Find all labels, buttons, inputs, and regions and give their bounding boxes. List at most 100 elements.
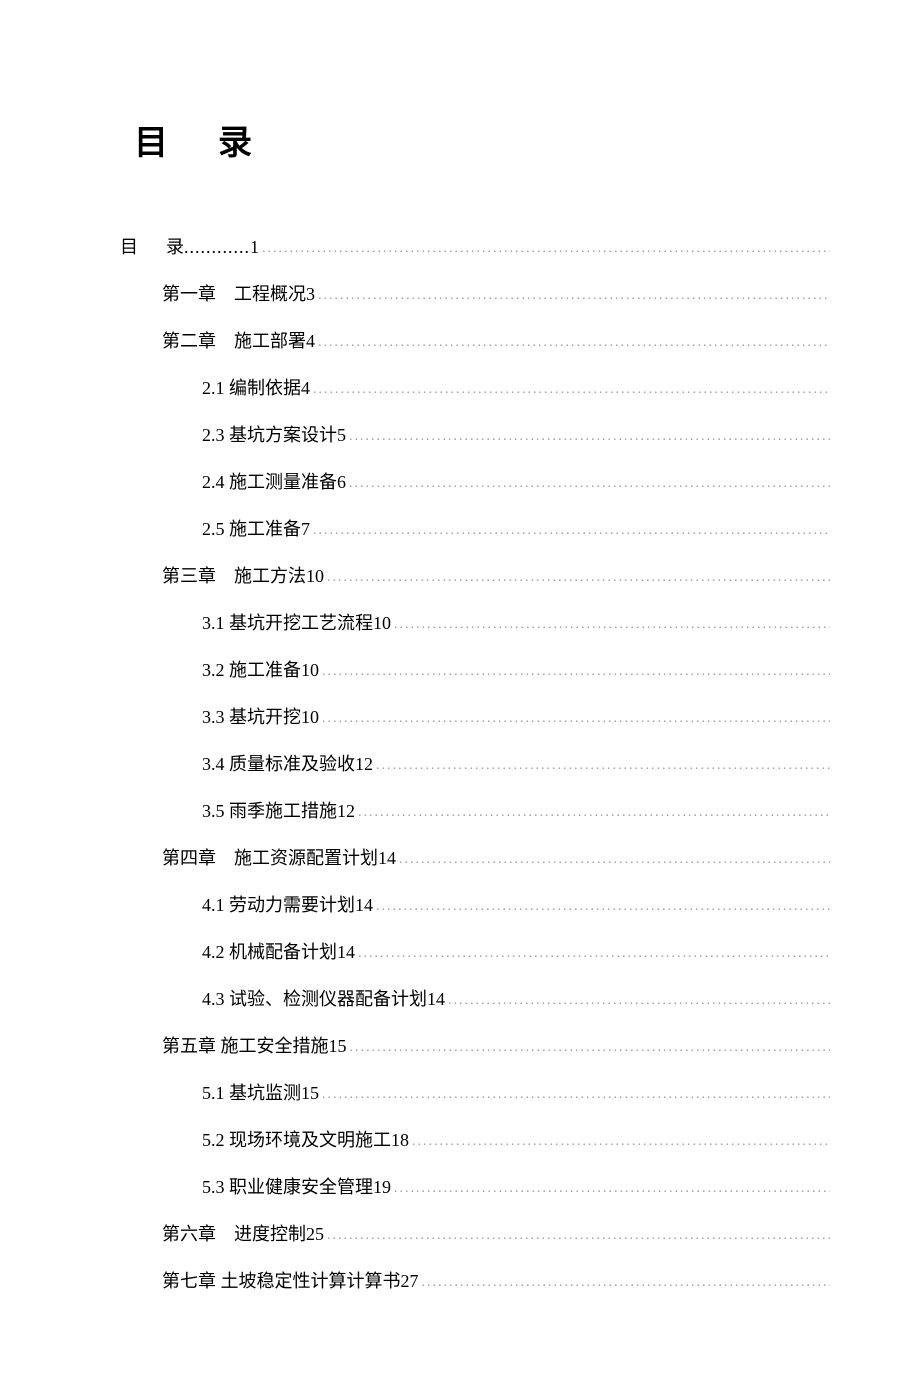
toc-entry-page: 14 xyxy=(427,989,445,1009)
toc-entry-page: 10 xyxy=(301,660,319,680)
title-char-2: 录 xyxy=(218,125,262,162)
toc-leader-dots xyxy=(262,238,830,259)
toc-leader-dots xyxy=(358,802,830,823)
toc-entry-page: 12 xyxy=(337,801,355,821)
toc-entry-text: 5.3 职业健康安全管理19 xyxy=(202,1174,391,1201)
toc-entry: 第二章 施工部署4 xyxy=(162,328,830,355)
toc-entry: 5.1 基坑监测15 xyxy=(202,1080,830,1107)
toc-entry: 3.3 基坑开挖10 xyxy=(202,704,830,731)
toc-entry-text: 2.4 施工测量准备6 xyxy=(202,469,346,496)
toc-entry: 第六章 进度控制25 xyxy=(162,1221,830,1248)
toc-entry-text: 4.1 劳动力需要计划14 xyxy=(202,892,373,919)
toc-entry-text: 3.1 基坑开挖工艺流程10 xyxy=(202,610,391,637)
toc-leader-dots xyxy=(318,285,830,306)
toc-leader-dots xyxy=(322,708,830,729)
toc-entry-page: 10 xyxy=(306,566,324,586)
toc-entry: 第一章 工程概况3 xyxy=(162,281,830,308)
toc-leader-dots xyxy=(327,1225,830,1246)
toc-entry-text: 4.3 试验、检测仪器配备计划14 xyxy=(202,986,445,1013)
toc-entry: 4.1 劳动力需要计划14 xyxy=(202,892,830,919)
toc-leader-dots xyxy=(448,990,830,1011)
toc-entry-page: 3 xyxy=(306,284,315,304)
toc-entry-page: 7 xyxy=(301,519,310,539)
toc-entry: 第三章 施工方法10 xyxy=(162,563,830,590)
toc-entry-text: 5.1 基坑监测15 xyxy=(202,1080,319,1107)
toc-entry: 2.1 编制依据4 xyxy=(202,375,830,402)
toc-leader-dots xyxy=(376,896,830,917)
toc-entry-page: 14 xyxy=(355,895,373,915)
document-page: 目录 目录............1 第一章 工程概况3第二章 施工部署42.1… xyxy=(0,0,920,1375)
toc-leader-dots xyxy=(322,661,830,682)
toc-entry: 第七章 土坡稳定性计算计算书27 xyxy=(162,1268,830,1295)
toc-leader-dots xyxy=(349,426,830,447)
toc-leader-dots xyxy=(322,1084,830,1105)
toc-entry: 3.5 雨季施工措施12 xyxy=(202,798,830,825)
toc-leader-dots xyxy=(399,849,830,870)
toc-entry-text: 2.5 施工准备7 xyxy=(202,516,310,543)
toc-entry-page: 5 xyxy=(337,425,346,445)
toc-entry: 4.2 机械配备计划14 xyxy=(202,939,830,966)
toc-leader-dots xyxy=(349,473,830,494)
toc-entry-text: 第一章 工程概况3 xyxy=(162,281,315,308)
toc-entry-text: 3.2 施工准备10 xyxy=(202,657,319,684)
toc-root-entry: 目 录............1 xyxy=(120,234,830,261)
toc-entry-page: 12 xyxy=(355,754,373,774)
toc-leader-dots xyxy=(412,1131,830,1152)
toc-entry: 3.4 质量标准及验收12 xyxy=(202,751,830,778)
toc-entry-page: 19 xyxy=(373,1177,391,1197)
toc-entry-text: 第五章 施工安全措施15 xyxy=(162,1033,347,1060)
page-title: 目录 xyxy=(134,115,830,164)
toc-entry: 4.3 试验、检测仪器配备计划14 xyxy=(202,986,830,1013)
toc-leader-dots xyxy=(422,1272,831,1293)
toc-entry-text: 2.3 基坑方案设计5 xyxy=(202,422,346,449)
toc-entry: 第五章 施工安全措施15 xyxy=(162,1033,830,1060)
toc-leader-dots xyxy=(327,567,830,588)
toc-entry-text: 第七章 土坡稳定性计算计算书27 xyxy=(162,1268,419,1295)
toc-entry: 2.3 基坑方案设计5 xyxy=(202,422,830,449)
toc-entry-page: 14 xyxy=(378,848,396,868)
toc-entry-text: 3.3 基坑开挖10 xyxy=(202,704,319,731)
toc-entry: 2.4 施工测量准备6 xyxy=(202,469,830,496)
toc-entry-text: 第六章 进度控制25 xyxy=(162,1221,324,1248)
toc-root-page: 1 xyxy=(250,237,259,257)
toc-entries-container: 第一章 工程概况3 第二章 施工部署4 2.1 编制依据4 2.3 基坑方案设计5 2.… xyxy=(120,281,830,1295)
toc-entry-text: 第二章 施工部署4 xyxy=(162,328,315,355)
toc-root-char-1: 目 xyxy=(120,234,138,261)
toc-leader-dots xyxy=(313,379,830,400)
toc-root-label: 目 录............1 xyxy=(120,234,259,261)
toc-entry-page: 15 xyxy=(329,1036,347,1056)
toc-entry: 5.3 职业健康安全管理19 xyxy=(202,1174,830,1201)
toc-entry-page: 10 xyxy=(301,707,319,727)
title-char-1: 目 xyxy=(134,115,178,164)
toc-entry-page: 10 xyxy=(373,613,391,633)
toc-entry: 5.2 现场环境及文明施工18 xyxy=(202,1127,830,1154)
toc-entry: 第四章 施工资源配置计划14 xyxy=(162,845,830,872)
toc-root-char-2: 录 xyxy=(166,237,184,257)
toc-leader-dots xyxy=(376,755,830,776)
toc-entry-page: 6 xyxy=(337,472,346,492)
toc-entry: 2.5 施工准备7 xyxy=(202,516,830,543)
toc-entry: 3.1 基坑开挖工艺流程10 xyxy=(202,610,830,637)
toc-leader-dots xyxy=(358,943,830,964)
toc-leader-dots xyxy=(318,332,830,353)
toc-entry-page: 4 xyxy=(301,378,310,398)
toc-entry: 3.2 施工准备10 xyxy=(202,657,830,684)
toc-leader-dots xyxy=(350,1037,831,1058)
toc-entry-text: 3.5 雨季施工措施12 xyxy=(202,798,355,825)
toc-entry-page: 15 xyxy=(301,1083,319,1103)
toc-entry-page: 4 xyxy=(306,331,315,351)
toc-entry-page: 18 xyxy=(391,1130,409,1150)
toc-leader-dots xyxy=(313,520,830,541)
toc-entry-text: 5.2 现场环境及文明施工18 xyxy=(202,1127,409,1154)
toc-entry-text: 2.1 编制依据4 xyxy=(202,375,310,402)
toc-entry-text: 第三章 施工方法10 xyxy=(162,563,324,590)
toc-leader-dots xyxy=(394,1178,830,1199)
toc-entry-page: 25 xyxy=(306,1224,324,1244)
toc-entry-text: 3.4 质量标准及验收12 xyxy=(202,751,373,778)
toc-entry-text: 第四章 施工资源配置计划14 xyxy=(162,845,396,872)
toc-entry-page: 27 xyxy=(401,1271,419,1291)
toc-leader-dots xyxy=(394,614,830,635)
toc-entry-page: 14 xyxy=(337,942,355,962)
toc-root-dots: ............ xyxy=(184,237,250,257)
toc-entry-text: 4.2 机械配备计划14 xyxy=(202,939,355,966)
